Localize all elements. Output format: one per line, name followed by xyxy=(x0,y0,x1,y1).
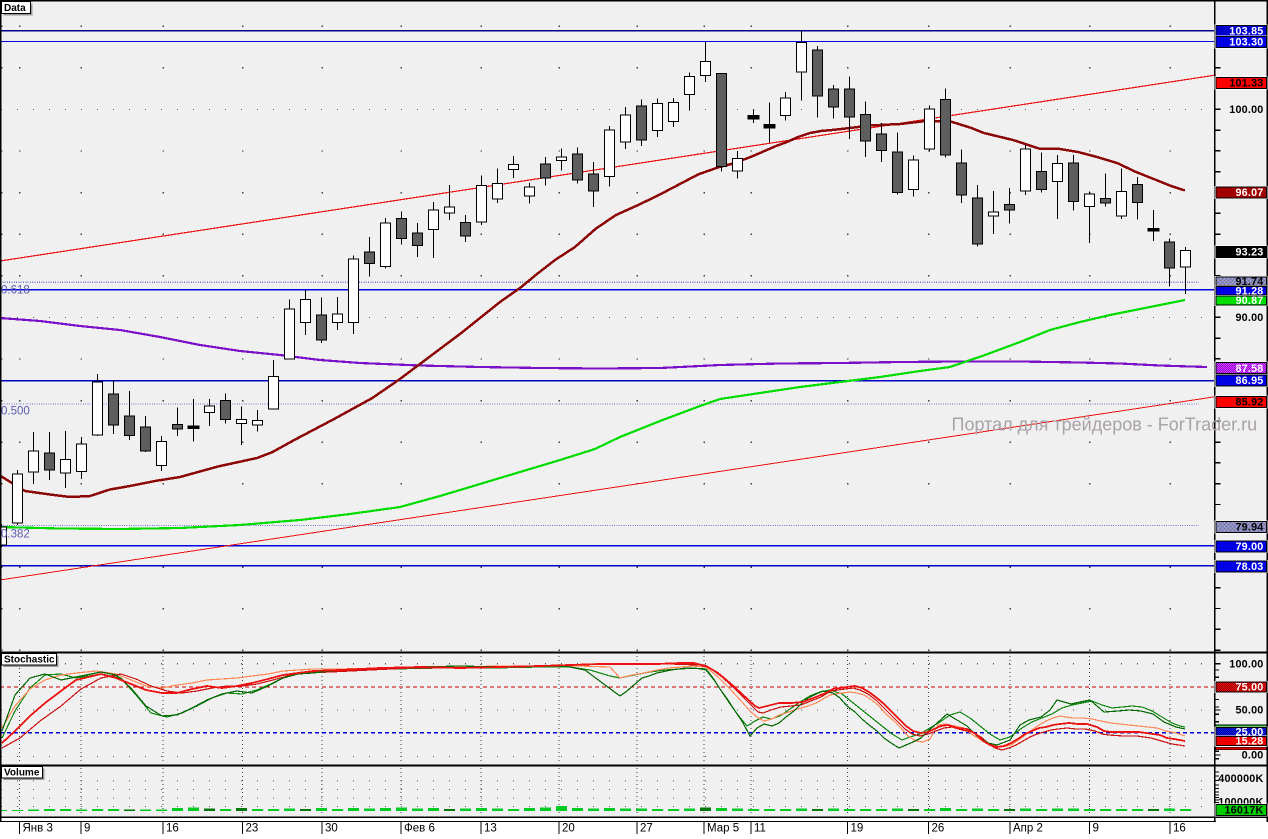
svg-text:23: 23 xyxy=(246,823,259,835)
svg-text:Мар 5: Мар 5 xyxy=(707,823,739,835)
svg-text:103.30: 103.30 xyxy=(1229,37,1263,49)
svg-text:0.500: 0.500 xyxy=(1,406,30,418)
svg-text:16: 16 xyxy=(166,823,179,835)
svg-text:9: 9 xyxy=(84,823,90,835)
svg-text:78.03: 78.03 xyxy=(1235,561,1263,573)
svg-text:90.00: 90.00 xyxy=(1235,312,1263,324)
svg-text:86.95: 86.95 xyxy=(1235,375,1263,387)
svg-text:20: 20 xyxy=(562,823,575,835)
svg-text:79.94: 79.94 xyxy=(1235,522,1263,534)
svg-text:26: 26 xyxy=(932,823,945,835)
svg-text:100.00: 100.00 xyxy=(1229,104,1263,116)
svg-text:75.00: 75.00 xyxy=(1235,681,1263,693)
svg-text:13: 13 xyxy=(484,823,497,835)
svg-text:Stochastic: Stochastic xyxy=(4,655,55,666)
svg-text:Апр 2: Апр 2 xyxy=(1013,823,1043,835)
svg-text:9: 9 xyxy=(1093,823,1099,835)
svg-text:96.07: 96.07 xyxy=(1235,187,1263,199)
svg-text:0.382: 0.382 xyxy=(1,529,30,541)
svg-text:50.00: 50.00 xyxy=(1235,705,1263,717)
svg-text:93.23: 93.23 xyxy=(1235,247,1263,259)
svg-text:11: 11 xyxy=(754,823,766,835)
svg-text:Янв 3: Янв 3 xyxy=(23,823,53,835)
svg-text:Фев 6: Фев 6 xyxy=(404,823,435,835)
svg-text:100.00: 100.00 xyxy=(1229,658,1263,670)
svg-text:15.28: 15.28 xyxy=(1235,736,1263,748)
svg-text:0.00: 0.00 xyxy=(1242,750,1264,762)
svg-text:400000K: 400000K xyxy=(1218,773,1263,785)
svg-text:0.618: 0.618 xyxy=(1,285,30,297)
svg-text:79.00: 79.00 xyxy=(1235,541,1263,553)
svg-text:30: 30 xyxy=(325,823,338,835)
svg-text:Data: Data xyxy=(4,3,26,14)
svg-text:16: 16 xyxy=(1173,823,1186,835)
svg-text:85.92: 85.92 xyxy=(1235,396,1263,408)
svg-text:Volume: Volume xyxy=(4,768,40,779)
svg-text:27: 27 xyxy=(640,823,653,835)
svg-text:87.58: 87.58 xyxy=(1235,363,1263,375)
svg-text:90.87: 90.87 xyxy=(1235,295,1263,307)
svg-text:19: 19 xyxy=(851,823,864,835)
svg-text:101.33: 101.33 xyxy=(1229,78,1263,90)
svg-text:16017K: 16017K xyxy=(1224,805,1263,817)
svg-text:Портал для трейдеров - ForTrad: Портал для трейдеров - ForTrader.ru xyxy=(952,415,1258,435)
